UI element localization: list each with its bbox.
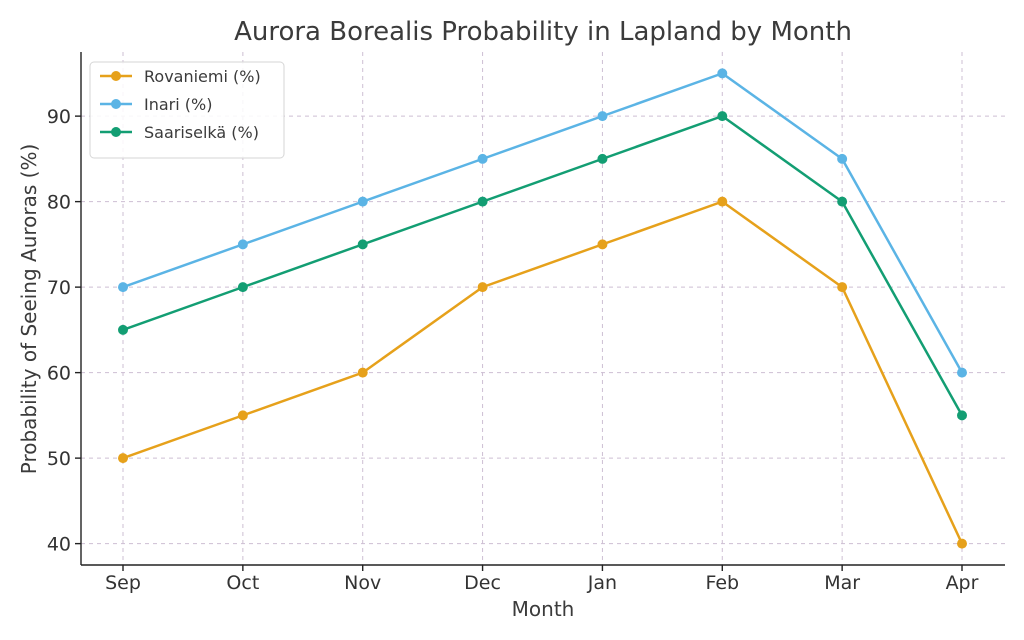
series-1: [118, 68, 967, 378]
legend-label: Saariselkä (%): [144, 123, 259, 142]
data-point: [237, 282, 248, 293]
data-point: [837, 196, 848, 207]
series-line: [122, 200, 964, 545]
data-point: [477, 196, 488, 207]
data-point: [357, 196, 368, 207]
data-point: [597, 153, 608, 164]
legend-item: Saariselkä (%): [100, 123, 259, 142]
data-point: [837, 153, 848, 164]
legend-label: Rovaniemi (%): [144, 67, 261, 86]
data-point: [477, 153, 488, 164]
data-point: [717, 196, 728, 207]
data-point: [118, 282, 128, 293]
x-axis-label: Month: [512, 597, 575, 621]
y-tick-label: 40: [47, 534, 71, 556]
data-point: [237, 410, 248, 421]
data-point: [717, 68, 728, 79]
x-tick-label: Oct: [226, 572, 259, 594]
legend-swatch-marker: [111, 71, 121, 81]
data-point: [118, 324, 128, 335]
data-point: [477, 282, 488, 293]
data-point: [837, 282, 848, 293]
data-point: [957, 410, 967, 421]
y-tick-label: 70: [47, 277, 71, 299]
legend-label: Inari (%): [144, 95, 212, 114]
series-line: [122, 72, 964, 374]
x-tick-label: Nov: [344, 572, 381, 594]
y-tick-label: 50: [47, 448, 71, 470]
y-axis-label: Probability of Seeing Auroras (%): [17, 144, 41, 475]
legend-item: Rovaniemi (%): [100, 67, 261, 86]
data-point: [357, 367, 368, 378]
data-point: [957, 367, 967, 378]
data-point: [357, 239, 368, 250]
x-tick-label: Dec: [464, 572, 501, 594]
tick-labels: Sep Oct Nov Dec Jan Feb Mar Apr 40 50 60 70 80 90: [47, 106, 979, 594]
legend: Rovaniemi (%) Inari (%) Saariselkä (%): [89, 61, 285, 159]
y-tick-label: 80: [47, 192, 71, 214]
x-tick-label: Jan: [587, 572, 617, 594]
data-point: [957, 538, 967, 549]
series-line: [122, 114, 964, 416]
y-tick-label: 60: [47, 363, 71, 385]
legend-swatch-marker: [111, 127, 121, 137]
series-lines: [118, 68, 967, 549]
data-point: [597, 239, 608, 250]
legend-item: Inari (%): [100, 95, 212, 114]
x-tick-label: Apr: [946, 572, 979, 594]
series-2: [118, 111, 967, 421]
x-tick-label: Feb: [705, 572, 739, 594]
axes: [75, 52, 1005, 571]
series-0: [118, 196, 967, 549]
data-point: [597, 111, 608, 122]
chart-title: Aurora Borealis Probability in Lapland b…: [234, 17, 852, 47]
data-point: [237, 239, 248, 250]
data-point: [717, 111, 728, 122]
legend-box: [89, 61, 285, 159]
legend-swatch-marker: [111, 99, 121, 109]
data-point: [118, 453, 128, 464]
y-tick-label: 90: [47, 106, 71, 128]
x-tick-label: Sep: [105, 572, 141, 594]
x-tick-label: Mar: [824, 572, 860, 594]
